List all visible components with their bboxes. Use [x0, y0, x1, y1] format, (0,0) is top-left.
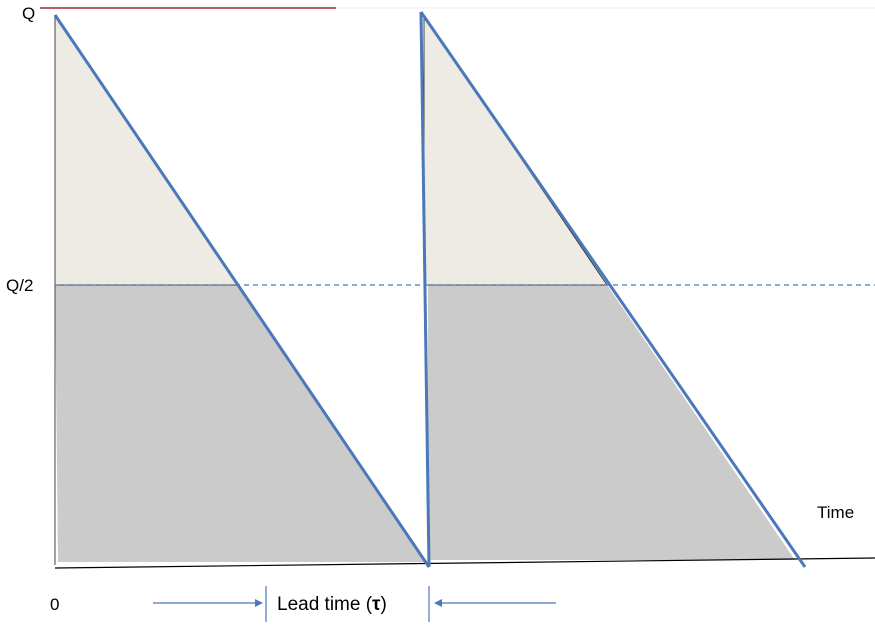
lead-time-prefix: Lead time (	[277, 594, 373, 615]
lead-time-tau-symbol: τ	[372, 594, 381, 615]
cycle2-lower-region	[428, 285, 795, 560]
cycle2-depletion-line	[419, 11, 807, 568]
q-label: Q	[22, 4, 35, 23]
cycle1-depletion-line	[53, 14, 431, 568]
q-half-label: Q/2	[6, 276, 33, 295]
lead-time-left-arrowhead	[255, 599, 263, 607]
lead-time-label: Lead time (τ)	[277, 594, 387, 615]
cycle1-lower-region	[55, 285, 424, 562]
lead-time-suffix: )	[381, 594, 387, 615]
replenishment-line	[419, 11, 431, 568]
time-axis-label: Time	[817, 503, 854, 522]
origin-label: 0	[50, 595, 59, 614]
x-axis	[54, 557, 875, 569]
lead-time-right-arrowhead	[434, 599, 442, 607]
